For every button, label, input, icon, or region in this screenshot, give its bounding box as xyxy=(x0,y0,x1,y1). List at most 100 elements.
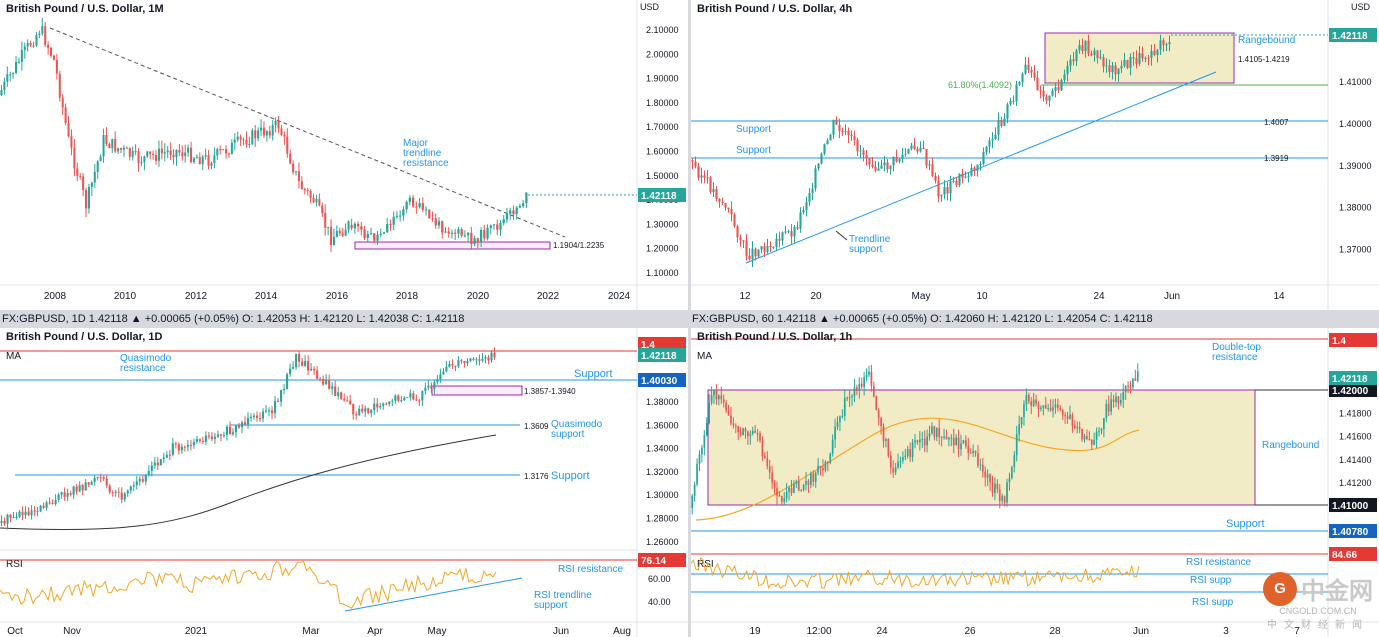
h1-candle xyxy=(880,417,882,427)
daily-candle xyxy=(78,484,81,492)
daily-x-tick-label: Oct xyxy=(7,626,23,637)
h4-candle xyxy=(979,163,982,165)
monthly-chart-svg[interactable]: USD 2.10000 2.00000 1.90000 1.80000 1.70000 1.… xyxy=(0,0,688,310)
daily-candle xyxy=(448,363,451,367)
monthly-pre-candle xyxy=(41,26,44,34)
daily-x-tick-label: 2021 xyxy=(185,626,208,637)
h1-candle xyxy=(940,437,943,439)
h4-price-tick-label: 1.41000 xyxy=(1339,77,1372,87)
monthly-x-tick-label: 2008 xyxy=(44,291,67,302)
monthly-post-candle xyxy=(382,232,386,234)
h4-candle xyxy=(1054,87,1057,91)
monthly-pre-candle xyxy=(260,127,263,131)
monthly-chart-panel[interactable]: USD 2.10000 2.00000 1.90000 1.80000 1.70000 1.… xyxy=(0,0,688,310)
daily-candle xyxy=(231,432,235,435)
h1-candle xyxy=(1054,404,1057,408)
h4-chart-svg[interactable]: USD 1.41000 1.40000 1.39000 1.38000 1.37000 12… xyxy=(691,0,1379,310)
h1-candle xyxy=(696,463,698,485)
h1-candle xyxy=(1032,399,1035,406)
daily-candle xyxy=(319,378,322,380)
monthly-chart-title: British Pound / U.S. Dollar, 1M xyxy=(6,3,164,15)
h1-candle xyxy=(1035,399,1037,404)
h1-candle xyxy=(916,440,919,443)
h4-candle xyxy=(1102,57,1105,67)
h1-range-annotation: Rangebound xyxy=(1262,440,1319,451)
daily-candle xyxy=(385,403,388,405)
daily-zone-annotation: 1.3857-1.3940 xyxy=(524,387,576,396)
h4-candle xyxy=(1018,82,1021,85)
h4-candle xyxy=(1144,57,1147,59)
monthly-post-candle xyxy=(395,215,399,217)
monthly-pre-candle xyxy=(332,236,335,246)
monthly-post-candle xyxy=(444,231,447,233)
daily-rsi-tick-label: 40.00 xyxy=(648,597,671,607)
h1-chart-svg[interactable]: MARSIUSD1.420001.418001.416001.414001.41… xyxy=(691,328,1379,637)
daily-support-tag-bg xyxy=(638,373,686,387)
h1-candle xyxy=(698,454,701,464)
monthly-pre-candle xyxy=(289,153,292,164)
monthly-pre-candle xyxy=(245,139,248,145)
h1-candle xyxy=(938,428,941,438)
daily-candle xyxy=(412,393,415,400)
h4-candle xyxy=(814,168,817,189)
monthly-post-candle xyxy=(460,229,463,236)
monthly-pre-candle xyxy=(306,190,309,192)
daily-candle xyxy=(379,405,382,408)
monthly-pre-candle xyxy=(163,151,166,154)
daily-chart-svg[interactable]: MARSIUSD1.380001.360001.340001.320001.30… xyxy=(0,328,688,637)
h1-candle xyxy=(822,467,824,471)
h4-candle xyxy=(1165,44,1168,46)
daily-candle xyxy=(243,422,247,425)
h4-candle xyxy=(1126,59,1129,68)
daily-candle xyxy=(349,400,352,405)
h4-candle xyxy=(730,209,733,215)
h4-candle xyxy=(1099,57,1102,59)
daily-candle xyxy=(153,462,156,466)
h4-candle xyxy=(1006,104,1009,119)
daily-candle xyxy=(258,418,262,420)
daily-candle xyxy=(9,514,12,518)
h1-candle xyxy=(718,395,720,400)
daily-candle xyxy=(313,368,316,371)
monthly-pre-candle xyxy=(35,34,38,46)
h1-candle xyxy=(751,430,754,434)
h1-candle xyxy=(1124,385,1127,393)
monthly-price-tick-label: 1.60000 xyxy=(646,147,679,157)
monthly-pre-candle xyxy=(70,136,73,148)
daily-candle xyxy=(114,491,117,493)
daily-candle xyxy=(394,395,397,401)
h4-candle xyxy=(706,177,709,179)
daily-candle xyxy=(105,478,108,486)
h4-candle xyxy=(997,119,1000,135)
h4-candle xyxy=(694,161,697,167)
h1-candle xyxy=(928,433,931,437)
h4-candle xyxy=(712,188,715,193)
h4-chart-panel[interactable]: USD 1.41000 1.40000 1.39000 1.38000 1.37000 12… xyxy=(691,0,1379,310)
daily-candle xyxy=(219,434,222,436)
monthly-pre-candle xyxy=(50,47,53,56)
h1-candle xyxy=(1057,404,1059,409)
daily-candle xyxy=(289,368,292,375)
h4-candle xyxy=(952,180,955,182)
monthly-pre-candle xyxy=(47,44,50,48)
h4-candle xyxy=(1066,65,1069,75)
daily-candle xyxy=(108,485,111,493)
monthly-pre-candle xyxy=(32,45,35,47)
h1-candle xyxy=(906,449,909,456)
h1-candle xyxy=(756,433,759,435)
h1-candle xyxy=(1081,428,1083,440)
h1-candle xyxy=(1098,430,1100,432)
monthly-post-candle xyxy=(350,225,353,229)
h4-candle xyxy=(754,248,757,257)
daily-candle xyxy=(249,416,253,418)
monthly-x-tick-label: 2024 xyxy=(608,291,631,302)
daily-candle xyxy=(466,361,469,364)
daily-candle xyxy=(391,400,394,402)
h1-candle xyxy=(892,467,895,473)
h4-candle xyxy=(820,153,823,164)
daily-chart-panel[interactable]: MARSIUSD1.380001.360001.340001.320001.30… xyxy=(0,328,688,637)
daily-candle xyxy=(409,393,412,398)
h4-candle xyxy=(760,246,763,250)
monthly-pre-candle xyxy=(178,149,181,153)
h1-chart-panel[interactable]: MARSIUSD1.420001.418001.416001.414001.41… xyxy=(691,328,1379,637)
